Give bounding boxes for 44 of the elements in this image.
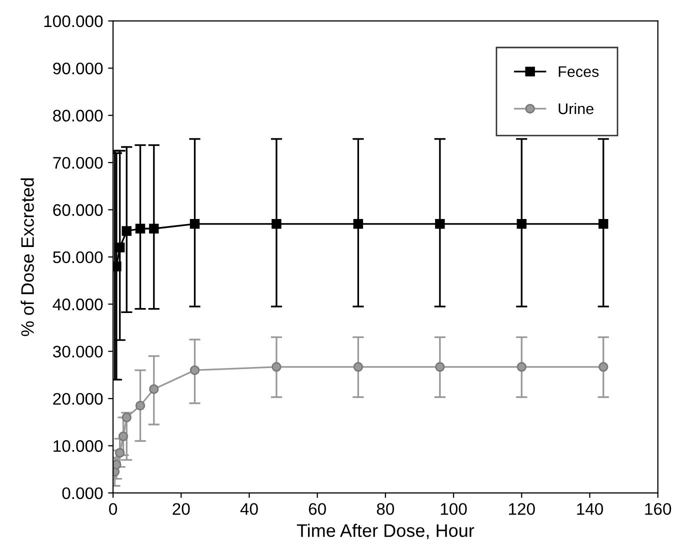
y-tick-label: 90.000 <box>53 62 103 74</box>
y-tick-label: 40.000 <box>52 298 103 310</box>
x-tick-label: 80 <box>376 503 394 515</box>
y-tick-label: 20.000 <box>53 392 103 405</box>
point <box>118 431 128 442</box>
x-tick-label: 40 <box>240 503 258 515</box>
x-tick-label: 160 <box>645 503 672 515</box>
x-axis-title: Time After Dose, Hour <box>296 524 474 540</box>
y-tick-label: 30.000 <box>52 346 103 358</box>
x-tick-label: 100 <box>440 503 467 515</box>
point <box>135 224 146 234</box>
point <box>135 400 146 410</box>
y-tick-label: 50.000 <box>53 251 103 264</box>
x-tick-label: 60 <box>308 503 326 515</box>
point <box>598 219 608 229</box>
point <box>598 362 608 372</box>
point <box>435 219 445 229</box>
point <box>353 362 364 372</box>
point <box>435 362 445 372</box>
point <box>122 226 132 236</box>
y-tick-label: 60.000 <box>53 204 103 216</box>
x-tick-label: 120 <box>509 503 535 515</box>
y-tick-label: 100.000 <box>44 15 103 28</box>
y-tick-label: 10.000 <box>54 440 103 452</box>
y-axis-title: % of Dose Excreted <box>20 178 34 336</box>
point <box>122 412 132 422</box>
legend-label: Urine <box>558 102 594 114</box>
x-tick-label: 0 <box>109 503 118 515</box>
point <box>516 362 527 372</box>
point <box>149 224 159 234</box>
point <box>114 242 125 252</box>
point <box>516 219 527 229</box>
y-tick-label: 70.000 <box>53 156 103 169</box>
point <box>272 219 282 229</box>
y-tick-label: 0.000 <box>62 487 103 500</box>
x-tick-label: 140 <box>577 503 603 515</box>
point <box>190 219 200 229</box>
legend-label: Feces <box>558 66 599 78</box>
point <box>272 362 282 372</box>
x-tick-label: 20 <box>172 503 190 515</box>
point <box>353 219 364 229</box>
point <box>149 384 159 394</box>
point <box>190 365 200 376</box>
y-tick-label: 80.000 <box>53 110 103 122</box>
